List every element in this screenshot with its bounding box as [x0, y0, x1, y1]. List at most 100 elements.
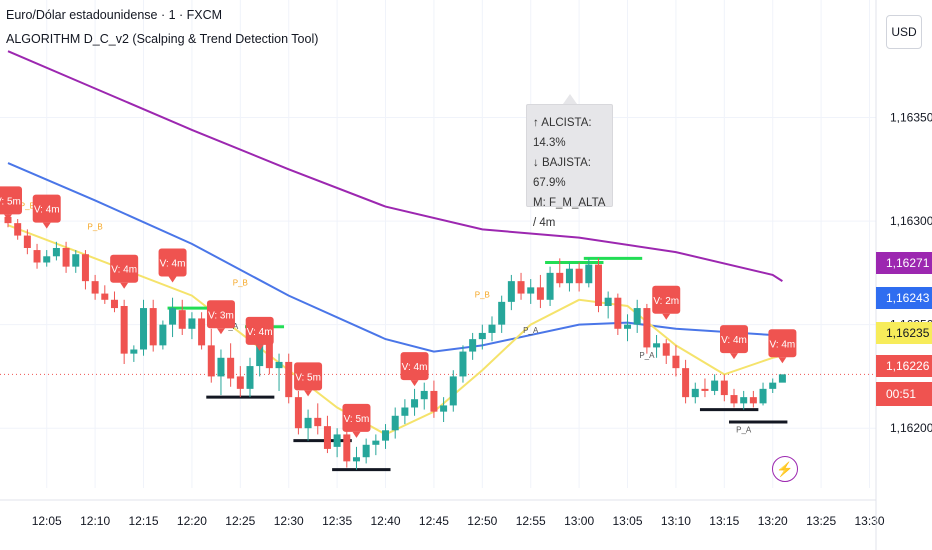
signal-label-pointer — [662, 313, 671, 320]
candle — [720, 374, 728, 402]
candle-body — [740, 397, 748, 404]
pattern-label: P_B — [20, 202, 35, 211]
candle — [498, 295, 506, 333]
signal-label: V: 2m — [652, 285, 681, 320]
x-tick-label: 12:30 — [274, 514, 304, 528]
candle — [643, 303, 651, 354]
candle-body — [594, 264, 602, 306]
candle-body — [420, 390, 428, 400]
candle — [411, 388, 419, 416]
candle-body — [440, 405, 448, 412]
candle — [701, 378, 709, 398]
candle — [294, 390, 302, 435]
candle-body — [498, 301, 506, 325]
pattern-label: P_A — [523, 326, 539, 335]
x-tick-label: 12:45 — [419, 514, 449, 528]
candle-body — [643, 308, 651, 348]
candle-body — [585, 264, 593, 284]
candle — [653, 335, 661, 358]
x-tick-label: 13:15 — [709, 514, 739, 528]
signal-label-pointer — [4, 214, 12, 221]
x-tick-label: 12:10 — [80, 514, 110, 528]
candle-body — [178, 310, 186, 329]
candle-body — [91, 281, 99, 294]
candle-body — [33, 250, 41, 263]
candle-body — [188, 318, 196, 329]
signal-label-text: V: 4m — [770, 339, 796, 350]
candle-body — [140, 308, 148, 350]
signal-labels: P_BP_BP_BP_AP_BP_AP_AP_AV: 5mV: 4mV: 4mV… — [0, 186, 797, 438]
candle-body — [759, 388, 767, 404]
tooltip-mode: M: F_M_ALTA / 4m — [533, 197, 605, 229]
candle-body — [691, 388, 699, 398]
candle — [517, 272, 525, 300]
candle — [778, 374, 786, 383]
candle-body — [120, 306, 128, 354]
candle — [536, 274, 544, 309]
currency-button[interactable]: USD — [886, 15, 922, 49]
grid — [0, 0, 876, 488]
signal-label-box — [158, 248, 187, 277]
candle — [227, 343, 235, 387]
candle-body — [411, 399, 419, 408]
indicator-title[interactable]: ALGORITHM D_C_v2 (Scalping & Trend Detec… — [6, 32, 319, 46]
signal-label-box — [400, 352, 429, 381]
candle-body — [52, 248, 60, 257]
candle-body — [198, 318, 206, 346]
candle — [624, 314, 632, 342]
candle — [604, 291, 612, 319]
pattern-label: P_B — [233, 278, 248, 287]
candle — [236, 366, 244, 398]
candle-body — [653, 343, 661, 348]
candle — [614, 293, 622, 335]
candle-body — [488, 324, 496, 333]
signal-label-text: V: 4m — [111, 265, 137, 276]
candle-body — [62, 248, 70, 267]
candle — [691, 382, 699, 404]
candle-body — [72, 254, 80, 267]
candle-body — [382, 430, 390, 441]
x-tick-label: 12:40 — [371, 514, 401, 528]
candle-body — [711, 380, 719, 391]
candle-body — [527, 287, 535, 294]
candle-body — [701, 388, 709, 391]
candle-body — [546, 272, 554, 300]
pattern-label: P_A — [736, 425, 752, 434]
candle-body — [624, 324, 632, 329]
signal-label-pointer — [42, 222, 51, 229]
symbol-title[interactable]: Euro/Dólar estadounidense · 1 · FXCM — [6, 8, 223, 22]
candle-body — [536, 287, 544, 300]
candle — [449, 370, 457, 412]
candle-body — [478, 332, 486, 340]
signal-label-box — [206, 300, 235, 329]
candle-body — [604, 297, 612, 306]
candle — [662, 339, 670, 364]
candle — [149, 299, 157, 352]
candle — [488, 316, 496, 342]
candle — [633, 299, 641, 333]
candle-body — [372, 440, 380, 445]
signal-label: V: 4m — [400, 352, 429, 387]
candle-body — [730, 395, 738, 404]
candle — [14, 219, 22, 240]
candle — [740, 390, 748, 410]
x-tick-label: 12:20 — [177, 514, 207, 528]
pattern-label: P_B — [475, 291, 490, 300]
lightning-icon[interactable]: ⚡ — [772, 456, 798, 482]
x-tick-label: 12:50 — [467, 514, 497, 528]
x-tick-label: 12:15 — [129, 514, 159, 528]
signal-label-box — [768, 329, 797, 358]
signal-label-pointer — [255, 344, 264, 351]
candle — [565, 262, 573, 292]
signal-label: V: 4m — [720, 325, 748, 360]
candle-body — [333, 434, 341, 447]
candle-body — [81, 254, 89, 282]
signal-label: V: 4m — [32, 194, 61, 229]
signal-label-pointer — [216, 328, 225, 335]
candle-body — [285, 361, 293, 398]
candle — [343, 430, 351, 468]
signal-label-box — [294, 362, 323, 391]
candle-body — [352, 457, 360, 462]
